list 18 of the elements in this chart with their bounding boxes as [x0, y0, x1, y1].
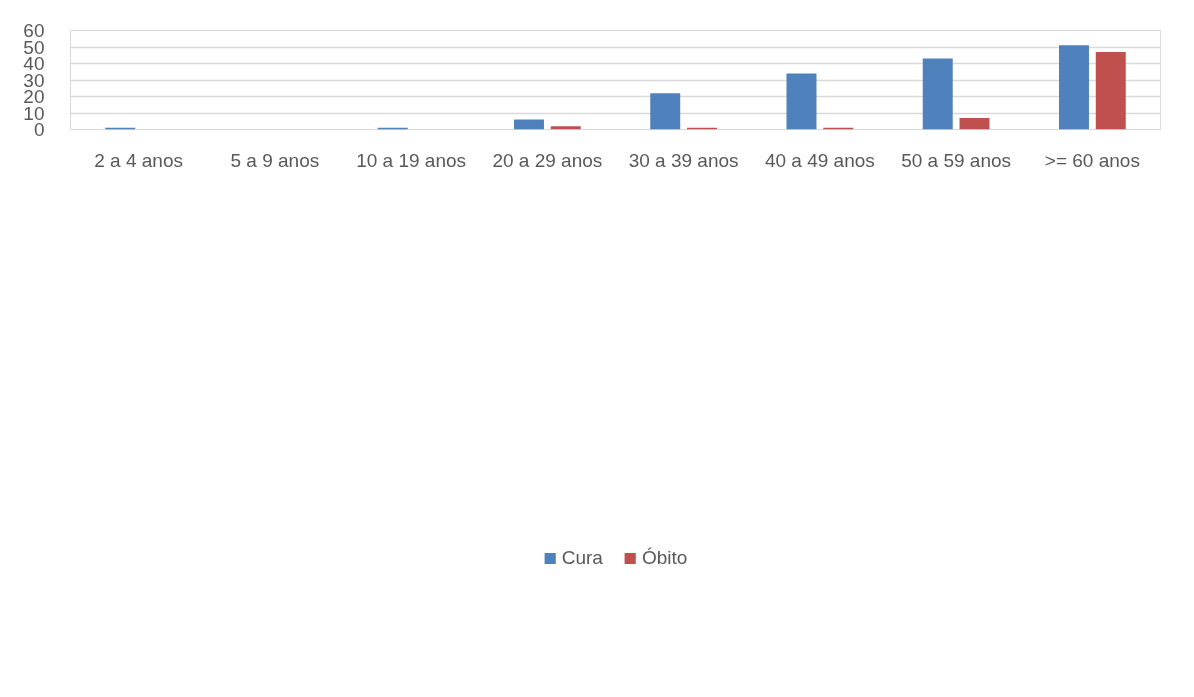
- bar: [786, 73, 817, 130]
- x-tick-label: 30 a 39 anos: [628, 149, 739, 171]
- bar: [1095, 51, 1126, 130]
- legend-label: Óbito: [641, 546, 688, 569]
- legend-label: Cura: [561, 546, 603, 569]
- x-tick-label: 2 a 4 anos: [94, 149, 184, 171]
- x-tick-label: 10 a 19 anos: [356, 149, 467, 171]
- x-tick-label: >= 60 anos: [1044, 149, 1140, 171]
- x-tick-label: 50 a 59 anos: [901, 149, 1012, 171]
- bar: [550, 126, 581, 130]
- bar: [959, 117, 990, 130]
- bar: [513, 119, 544, 130]
- bar: [1058, 45, 1089, 130]
- x-tick-label: 20 a 29 anos: [492, 149, 603, 171]
- x-tick-label: 5 a 9 anos: [230, 149, 320, 171]
- bar: [922, 58, 953, 130]
- bar: [650, 93, 681, 130]
- x-tick-label: 40 a 49 anos: [764, 149, 875, 171]
